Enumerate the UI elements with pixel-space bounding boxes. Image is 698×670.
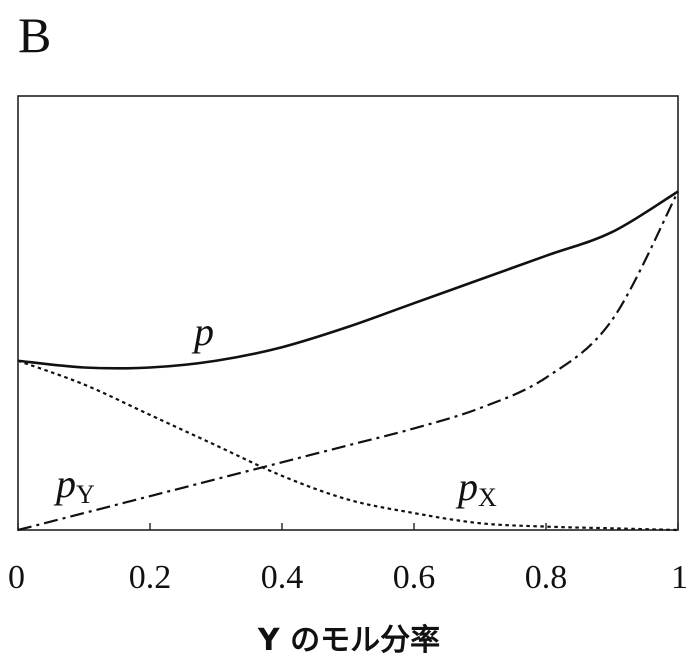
panel-label: B	[18, 7, 51, 63]
x-tick-label: 0.2	[129, 559, 172, 596]
x-tick-label: 1	[671, 559, 688, 596]
plot-frame	[17, 95, 679, 531]
x-axis-ticks: 0 0.2 0.4 0.6 0.8 1	[8, 523, 688, 596]
x-tick-label: 0.4	[261, 559, 304, 596]
series-label-px: pX	[455, 464, 497, 512]
x-axis-title: Y のモル分率	[257, 623, 440, 658]
series-label-py: pY	[53, 461, 95, 509]
series-line-px	[17, 359, 679, 532]
x-tick-label: 0.6	[393, 559, 436, 596]
x-tick-label: 0.8	[525, 559, 568, 596]
x-tick-label: 0	[8, 559, 25, 596]
series-line-p	[17, 190, 679, 370]
series-layer	[17, 190, 679, 532]
series-label-p: p	[191, 309, 214, 354]
series-line-py	[17, 190, 679, 532]
